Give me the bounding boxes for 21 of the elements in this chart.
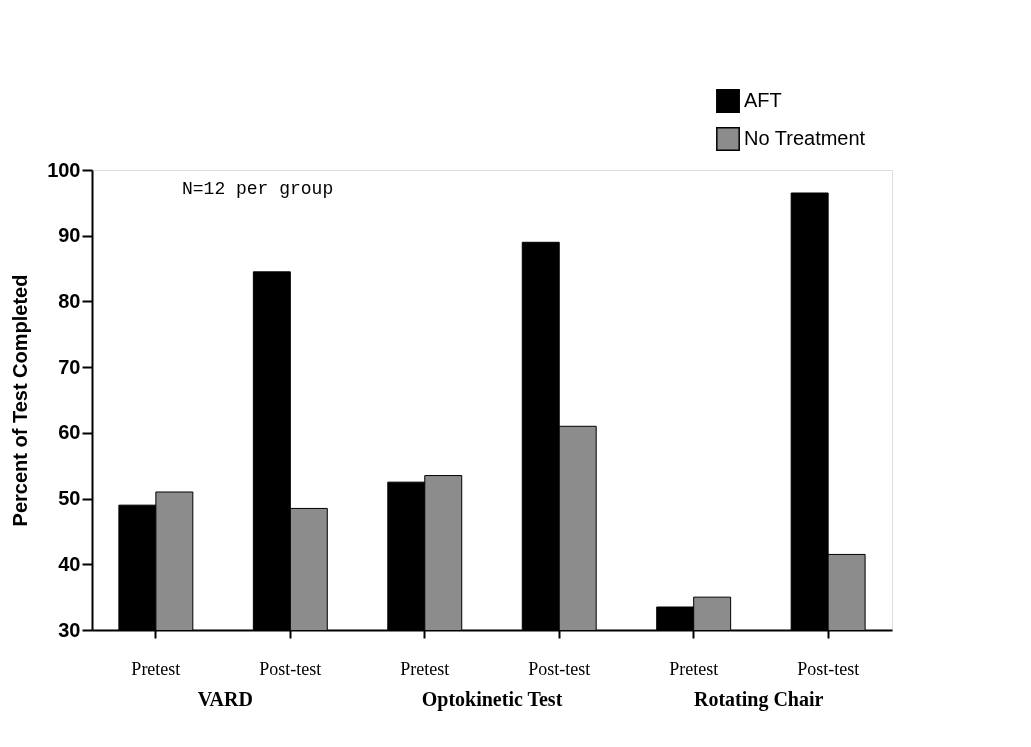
y-tick-label: 40 bbox=[58, 552, 81, 575]
x-tick-label: Pretest bbox=[400, 658, 450, 679]
y-axis-title: Percent of Test Completed bbox=[9, 274, 32, 527]
y-tick-label: 50 bbox=[58, 487, 81, 510]
y-tick-label: 80 bbox=[58, 289, 81, 312]
x-tick-label: Pretest bbox=[669, 658, 719, 679]
y-tick-label: 100 bbox=[47, 158, 81, 181]
annotation: N=12 per group bbox=[182, 179, 334, 199]
legend-label: AFT bbox=[744, 89, 782, 111]
y-tick-label: 90 bbox=[58, 224, 81, 247]
text: VARD bbox=[197, 688, 253, 710]
y-tick-label: 60 bbox=[58, 421, 81, 444]
y-tick-label: 30 bbox=[58, 618, 81, 641]
x-tick-label: Post-test bbox=[528, 658, 591, 679]
x-tick-label: Pretest bbox=[131, 658, 181, 679]
legend-label: No Treatment bbox=[744, 127, 866, 149]
y-tick-label: 70 bbox=[58, 355, 81, 378]
text: Optokinetic Test bbox=[421, 688, 563, 711]
x-tick-label: Post-test bbox=[259, 658, 322, 679]
text: Rotating Chair bbox=[693, 688, 824, 711]
x-tick-label: Post-test bbox=[797, 658, 860, 679]
